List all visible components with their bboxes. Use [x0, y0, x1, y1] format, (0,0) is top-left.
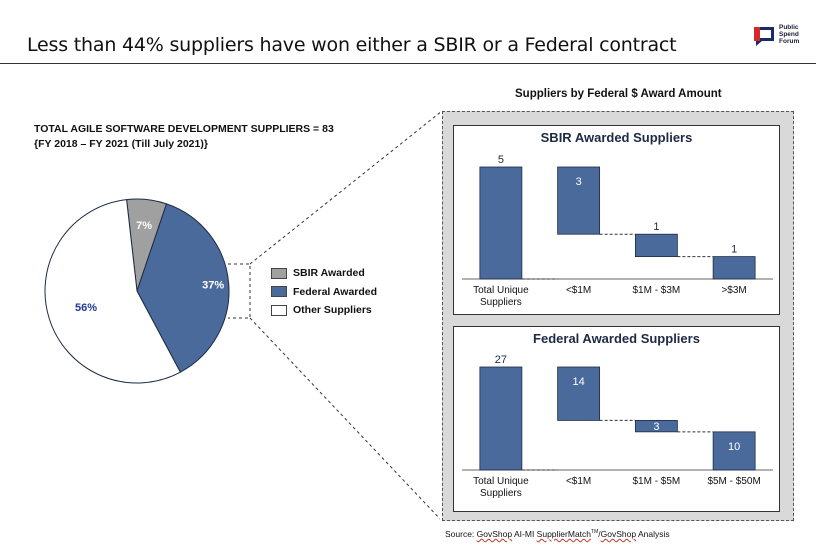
pie-slice-federal-awarded: [136, 203, 230, 373]
legend-item-other-suppliers: Other Suppliers: [271, 301, 377, 320]
waterfall-bar: [634, 233, 678, 257]
source-govshop-2: GovShop: [600, 529, 637, 539]
category-label: Suppliers: [480, 488, 522, 499]
waterfall-bar: [634, 420, 678, 433]
waterfall-value-label: 10: [728, 441, 740, 453]
pie-label-federal-awarded: 37%: [202, 280, 224, 292]
waterfall-panel: SBIR Awarded Suppliers 5 Total Unique Supp…: [442, 111, 794, 521]
logo-text: Public Spend Forum: [779, 24, 800, 45]
legend-swatch: [271, 267, 287, 279]
waterfall-value-label: 5: [498, 154, 504, 166]
waterfall-bar: [557, 166, 601, 235]
source-slash: /: [598, 529, 601, 539]
pie-legend: SBIR Awarded Federal Awarded Other Supplie…: [271, 264, 377, 320]
waterfall-bar: [712, 256, 756, 280]
federal-chart-title: Federal Awarded Suppliers: [533, 331, 700, 346]
pie-slice-other-suppliers: [44, 199, 182, 384]
legend-item-sbir-awarded: SBIR Awarded: [271, 264, 377, 283]
logo-mark-icon: [754, 27, 774, 46]
pie-label-sbir-awarded: 7%: [136, 220, 152, 232]
waterfall-bar: [479, 366, 523, 471]
federal-chart-box: Federal Awarded Suppliers 27 Total Unique…: [453, 326, 780, 512]
waterfall-bar: [712, 431, 756, 471]
category-label: $5M - $50M: [707, 476, 760, 487]
waterfall-bar: [479, 166, 523, 280]
category-label: Suppliers: [480, 297, 522, 308]
pie-heading-line2: {FY 2018 – FY 2021 (Till July 2021)}: [34, 138, 208, 150]
source-prefix: Source:: [445, 529, 477, 539]
category-label: >$3M: [721, 285, 746, 296]
sbir-chart-box: SBIR Awarded Suppliers 5 Total Unique Supp…: [453, 125, 780, 315]
right-heading: Suppliers by Federal $ Award Amount: [515, 88, 722, 100]
waterfall-value-label: 27: [495, 354, 507, 366]
pie-bracket: [228, 263, 251, 319]
source-analysis: Analysis: [636, 529, 670, 539]
legend-label: SBIR Awarded: [293, 267, 365, 280]
category-label: $1M - $5M: [632, 476, 680, 487]
source-tm: TM: [591, 529, 599, 536]
pie-heading: TOTAL AGILE SOFTWARE DEVELOPMENT SUPPLIE…: [34, 122, 334, 152]
pie-label-other-suppliers: 56%: [75, 302, 97, 314]
pie-heading-line1: TOTAL AGILE SOFTWARE DEVELOPMENT SUPPLIE…: [34, 123, 334, 135]
public-spend-forum-logo: Public Spend Forum: [752, 24, 812, 50]
legend-item-federal-awarded: Federal Awarded: [271, 283, 377, 302]
legend-label: Other Suppliers: [293, 304, 372, 317]
title-divider: [0, 63, 816, 64]
connector-bottom: [249, 317, 440, 520]
waterfall-value-label: 3: [653, 421, 659, 433]
category-label: $1M - $3M: [632, 285, 680, 296]
source-suppliermatch: SupplierMatch: [536, 529, 592, 539]
waterfall-bar: [557, 366, 601, 421]
waterfall-value-label: 3: [576, 176, 582, 188]
connector-top: [249, 111, 440, 265]
source-aimi: AI-MI: [512, 529, 537, 539]
waterfall-value-label: 1: [731, 244, 737, 256]
source-note: Source: GovShop AI-MI SupplierMatchTM/Go…: [445, 529, 670, 539]
legend-swatch: [271, 304, 287, 316]
category-label: <$1M: [566, 476, 591, 487]
waterfall-value-label: 1: [653, 221, 659, 233]
pie-chart: 7% 37% 56%: [44, 111, 440, 520]
sbir-chart-title: SBIR Awarded Suppliers: [540, 130, 693, 145]
legend-swatch: [271, 286, 287, 298]
category-label: Total Unique: [473, 476, 529, 487]
waterfall-value-label: 14: [573, 376, 585, 388]
source-govshop: GovShop: [476, 529, 513, 539]
category-label: <$1M: [566, 285, 591, 296]
category-label: Total Unique: [473, 285, 529, 296]
slide-title: Less than 44% suppliers have won either …: [27, 34, 677, 56]
legend-label: Federal Awarded: [293, 285, 378, 298]
